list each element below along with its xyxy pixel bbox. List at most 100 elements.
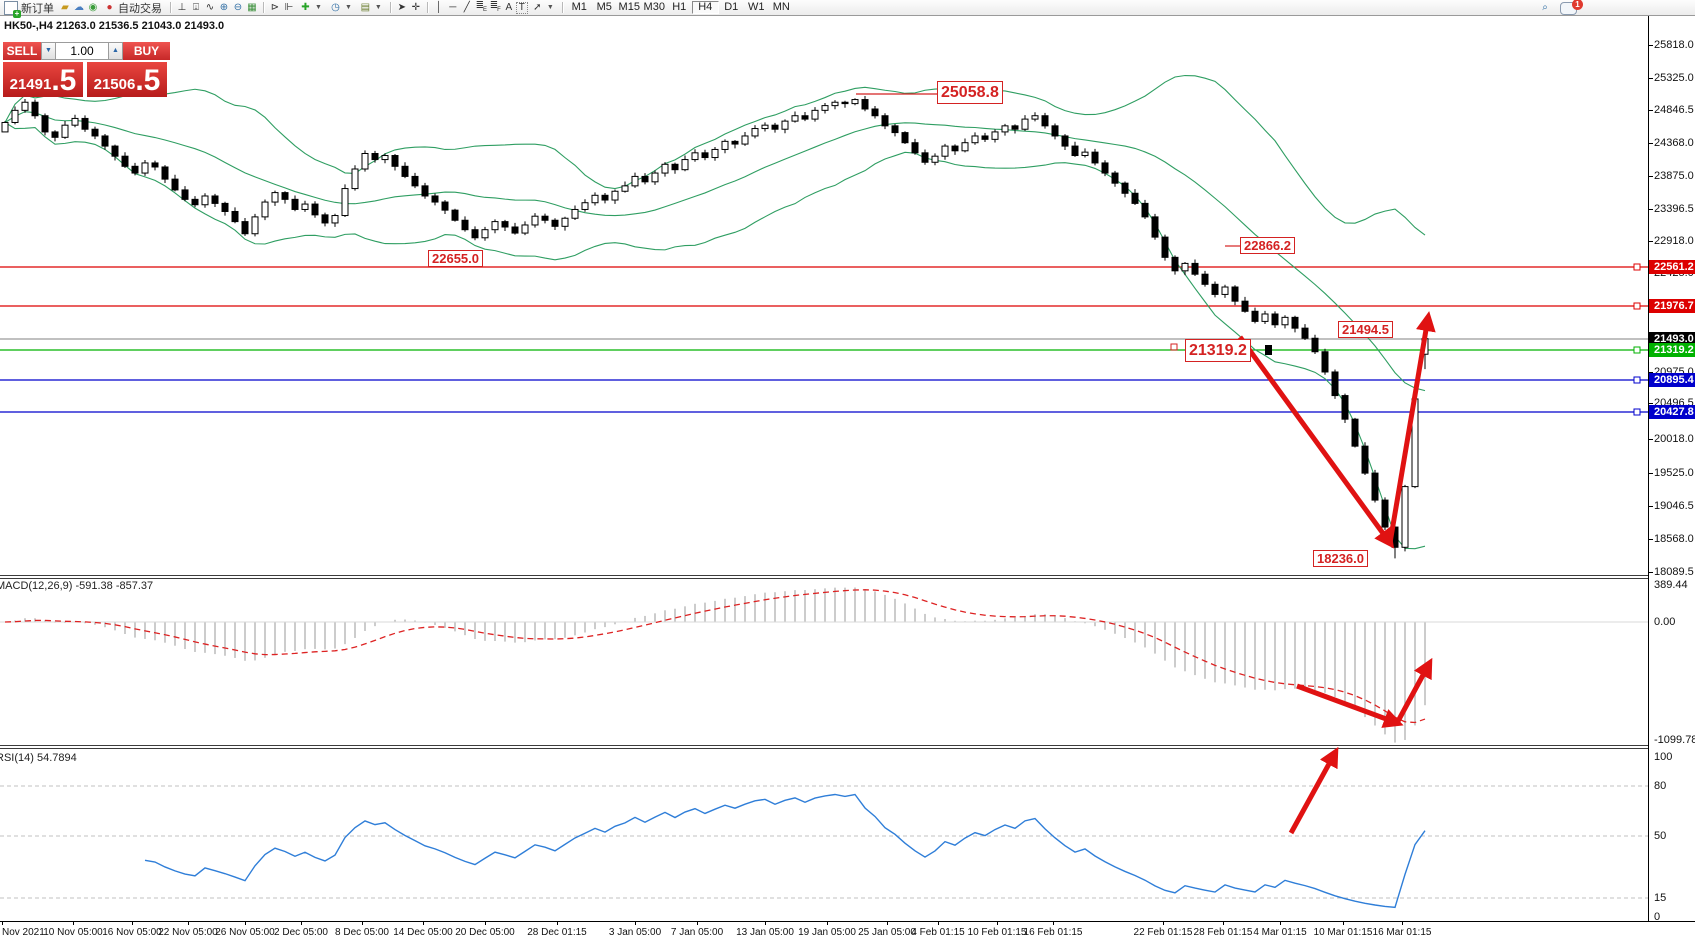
tile-windows-icon[interactable]: ▦ — [247, 2, 257, 13]
price-tick-label: 25325.0 — [1654, 72, 1694, 84]
cursor-icon[interactable]: ➤ — [397, 2, 406, 13]
volume-decrease-button[interactable]: ▼ — [41, 42, 56, 60]
time-axis: Nov 2021 10 Nov 05:00 16 Nov 05:00 22 Nov 0… — [0, 921, 1695, 941]
time-axis-label: 19 Jan 05:00 — [798, 927, 856, 938]
price-axis: 25818.0 25325.0 24846.5 24368.0 23875.0 23396… — [1648, 16, 1695, 923]
auto-scroll-icon[interactable]: ⊳ — [270, 2, 280, 13]
time-tickmark — [827, 922, 828, 925]
price-annotation[interactable]: 21319.2 — [1185, 339, 1251, 362]
time-tickmark — [1280, 922, 1281, 925]
fibo-retracement-icon[interactable]: ≣E — [475, 0, 487, 13]
arrows-tool-button[interactable]: ➚ ▼ — [533, 2, 554, 13]
buy-button[interactable]: BUY — [123, 42, 170, 60]
time-axis-label: 13 Jan 05:00 — [736, 927, 794, 938]
price-tickmark — [1649, 539, 1653, 540]
tab-timeframe-m5[interactable]: M5 — [596, 1, 612, 13]
time-axis-label: 16 Mar 01:15 — [1372, 927, 1432, 938]
tab-timeframe-m30[interactable]: M30 — [643, 1, 665, 13]
price-tickmark — [1649, 241, 1653, 242]
price-tick-label: 23875.0 — [1654, 170, 1694, 182]
add-indicator-icon: ✚ — [301, 2, 310, 13]
line-chart-icon[interactable]: ∿ — [205, 2, 215, 13]
tab-timeframe-mn[interactable]: MN — [772, 1, 790, 13]
macd-axis-label: 389.44 — [1654, 579, 1688, 591]
text-label-icon[interactable]: T — [515, 1, 528, 14]
price-tick-label: 25818.0 — [1654, 39, 1694, 51]
price-tickmark — [1649, 473, 1653, 474]
auto-trading-button[interactable]: ● 自动交易 — [100, 1, 166, 15]
tab-timeframe-h4[interactable]: H4 — [691, 1, 719, 14]
tab-timeframe-d1[interactable]: D1 — [724, 1, 739, 13]
buy-price-frac: .5 — [135, 64, 161, 97]
volume-input[interactable] — [56, 42, 108, 60]
bar-chart-icon[interactable]: ⊥ — [177, 2, 187, 13]
separator — [426, 2, 428, 13]
chart-shift-icon[interactable]: ⊩ — [284, 2, 294, 13]
price-tickmark — [1649, 110, 1653, 111]
candlestick-chart-icon[interactable]: ⍗ — [193, 2, 199, 13]
profile-icon[interactable]: ☁ — [74, 2, 84, 13]
time-axis-label: Nov 2021 — [2, 927, 45, 938]
text-icon[interactable]: A — [505, 2, 513, 13]
sell-price-main: 21491 — [9, 76, 52, 93]
trendline-icon[interactable]: ╱ — [463, 2, 470, 13]
periods-button[interactable]: ◷ ▼ — [331, 2, 352, 13]
time-axis-label: 4 Feb 01:15 — [911, 927, 965, 938]
sell-price-frac: .5 — [51, 64, 77, 97]
auto-trading-label: 自动交易 — [118, 2, 162, 15]
candlesticks — [1, 96, 1429, 559]
sell-button[interactable]: SELL — [3, 42, 41, 60]
tab-timeframe-m15[interactable]: M15 — [618, 1, 640, 13]
fibo-expansion-icon[interactable]: ≣F — [489, 0, 501, 13]
crosshair-icon[interactable]: ✛ — [411, 2, 420, 13]
pane-separator[interactable] — [0, 575, 1648, 579]
signal-icon[interactable]: ◉ — [88, 2, 98, 13]
zoom-out-icon[interactable]: ⊖ — [233, 2, 243, 13]
time-axis-label: 14 Dec 05:00 — [393, 927, 453, 938]
tab-timeframe-m1[interactable]: M1 — [571, 1, 587, 13]
price-tick-label: 24846.5 — [1654, 104, 1694, 116]
time-tickmark — [635, 922, 636, 925]
vertical-line-icon[interactable]: │ — [435, 2, 442, 13]
gold-ingot-icon[interactable]: ▰ — [61, 2, 69, 13]
clock-icon: ◷ — [331, 2, 340, 13]
buy-price[interactable]: 21506 .5 — [87, 62, 167, 97]
bollinger-band — [4, 74, 1426, 236]
rsi-axis-label: 0 — [1654, 911, 1661, 923]
add-indicator-button[interactable]: ✚ ▼ — [301, 2, 322, 13]
time-axis-label: 7 Jan 05:00 — [670, 927, 724, 938]
price-tickmark — [1649, 572, 1653, 573]
templates-button[interactable]: ▤ ▼ — [360, 2, 382, 13]
chat-icon[interactable]: 1 — [1560, 0, 1583, 15]
time-tickmark — [1402, 922, 1403, 925]
price-annotation[interactable]: 18236.0 — [1313, 550, 1368, 567]
pane-separator[interactable] — [0, 745, 1648, 749]
time-axis-label: 8 Dec 05:00 — [335, 927, 389, 938]
price-tick-label: 23396.5 — [1654, 203, 1694, 215]
tab-timeframe-w1[interactable]: W1 — [748, 1, 765, 13]
price-line-label: 21976.7 — [1649, 299, 1695, 313]
time-tickmark — [1053, 922, 1054, 925]
price-annotation[interactable]: 25058.8 — [937, 81, 1003, 104]
zoom-in-icon[interactable]: ⊕ — [219, 2, 229, 13]
price-line-label: 20427.8 — [1649, 405, 1695, 419]
macd-pane — [0, 587, 1648, 743]
price-tickmark — [1649, 506, 1653, 507]
time-axis-label: 16 Nov 05:00 — [102, 927, 162, 938]
rsi-axis-label: 100 — [1654, 751, 1673, 763]
price-annotation[interactable]: 22866.2 — [1240, 237, 1295, 254]
rsi-label: RSI(14) 54.7894 — [0, 752, 77, 764]
tab-timeframe-h1[interactable]: H1 — [672, 1, 687, 13]
search-icon[interactable]: ⌕ — [1542, 2, 1548, 13]
volume-increase-button[interactable]: ▲ — [108, 42, 123, 60]
price-annotation[interactable]: 22655.0 — [428, 250, 483, 267]
sell-price[interactable]: 21491 .5 — [3, 62, 83, 97]
price-annotation[interactable]: 21494.5 — [1338, 321, 1393, 338]
macd-axis-label: 0.00 — [1654, 616, 1676, 628]
time-tickmark — [301, 922, 302, 925]
time-tickmark — [1343, 922, 1344, 925]
new-order-button[interactable]: + 新订单 — [0, 0, 58, 18]
time-tickmark — [73, 922, 74, 925]
horizontal-line-icon[interactable]: ─ — [449, 2, 457, 13]
